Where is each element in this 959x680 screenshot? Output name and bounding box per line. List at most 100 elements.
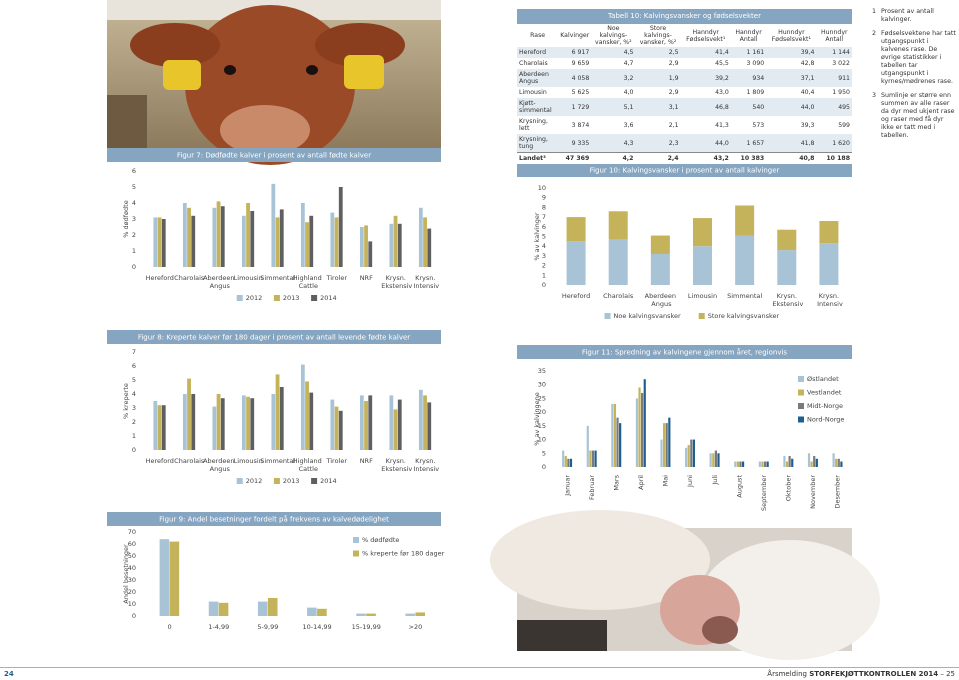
bar (159, 539, 170, 616)
table-cell: 573 (752, 121, 765, 129)
bar (717, 453, 720, 467)
bar (423, 217, 427, 267)
y-tick-label: 0 (542, 281, 546, 289)
bar (182, 203, 187, 267)
chart-title: Figur 8: Kreperte kalver før 180 dager i… (138, 334, 410, 342)
x-tick-label: Krysn. Intensiv (411, 457, 439, 473)
chart-title: Figur 11: Spredning av kalvingene gjenno… (582, 348, 787, 357)
legend-swatch (798, 389, 804, 396)
bar (218, 602, 229, 616)
table-cell: 4,7 (623, 60, 634, 67)
y-axis-label: % av kalvinger (533, 212, 541, 260)
legend-swatch (353, 537, 359, 543)
column-header: Hunndyr Fødselsvekt¹ (771, 28, 811, 43)
bar (616, 417, 619, 467)
table-row: Charolais 9 659 4,7 2,9 45,5 3 090 42,8 3 022 (517, 58, 852, 69)
bar (736, 461, 739, 467)
bar-segment (566, 217, 586, 242)
table-cell: 47 369 (565, 155, 590, 162)
x-tick-label: 1-4,99 (208, 623, 229, 631)
table-cell: 4,5 (623, 49, 634, 56)
y-axis-label: % av kalvingene (533, 392, 541, 446)
table-row: Aberdeen Angus 4 058 3,2 1,9 39,2 934 37,1 911 (517, 69, 852, 87)
bar-segment (608, 211, 628, 240)
table-cell: 4,0 (623, 89, 634, 96)
page-number: – 25 (940, 670, 955, 678)
y-tick-label: 5 (132, 376, 136, 384)
bar (611, 403, 614, 467)
x-tick-label: Februar (588, 475, 596, 500)
x-tick-label: Hereford (146, 457, 174, 465)
y-tick-label: 4 (542, 242, 546, 250)
bar (364, 225, 368, 267)
legend-swatch (273, 478, 280, 484)
table-cell: 2,1 (668, 121, 679, 129)
bar (690, 439, 693, 467)
legend-label: Vestlandet (807, 389, 842, 397)
table-cell: 1 161 (746, 49, 765, 56)
bar (212, 406, 217, 450)
footnote-number: 3 (872, 92, 877, 99)
y-tick-label: 2 (132, 231, 136, 239)
bar (393, 409, 398, 450)
bar (271, 183, 276, 267)
table-cell: 1 657 (746, 139, 765, 147)
bar (220, 398, 225, 450)
bar (739, 461, 742, 467)
y-tick-label: 3 (132, 215, 136, 223)
bar (712, 453, 715, 467)
y-tick-label: 60 (128, 540, 136, 548)
table: Tabell 10: Kalvingsvansker og fødselsvek… (517, 9, 852, 164)
table-cell: 1 144 (832, 49, 850, 56)
bar (835, 458, 838, 467)
legend-label: Nord-Norge (807, 416, 844, 424)
bar (157, 405, 162, 450)
column-header: Hanndyr Antall (735, 28, 762, 43)
bar (763, 461, 767, 467)
table-cell: 2,9 (668, 60, 679, 67)
x-tick-label: >20 (409, 623, 423, 631)
y-axis-label: % dødfødte (122, 200, 130, 237)
table-cell: 41,3 (715, 121, 729, 129)
chart-title: Figur 10: Kalvingsvansker i prosent av a… (590, 167, 780, 175)
legend-label: Store kalvingsvansker (708, 312, 780, 320)
x-tick-label: Krysn. Ekstensiv (379, 457, 412, 473)
table-cell: 4 058 (571, 74, 590, 82)
bar (153, 401, 158, 450)
x-tick-label: Tiroler (325, 274, 347, 282)
bar (275, 374, 280, 450)
legend-label: Midt-Norge (807, 402, 843, 410)
y-tick-label: 5 (542, 233, 546, 241)
title-bar (107, 330, 441, 344)
x-tick-label: Limousin (688, 292, 717, 300)
y-tick-label: 6 (132, 167, 136, 175)
y-tick-label: 0 (132, 612, 136, 620)
bar (397, 223, 402, 267)
footnote-number: 2 (872, 30, 877, 37)
table-cell: 4,3 (623, 139, 634, 147)
y-tick-label: 50 (128, 552, 136, 560)
bar (212, 207, 217, 267)
bar (364, 401, 368, 450)
table-cell: 540 (752, 103, 765, 111)
table-cell: 3 022 (832, 60, 850, 67)
y-tick-label: 0 (132, 446, 136, 454)
y-tick-label: 9 (542, 194, 546, 202)
bar (815, 458, 818, 467)
legend-label: Østlandet (807, 375, 839, 383)
bar (389, 223, 394, 267)
bar (594, 450, 597, 467)
title-bar (517, 345, 852, 359)
y-tick-label: 1 (132, 432, 136, 440)
x-tick-label: Simmental (260, 457, 295, 465)
bar (638, 387, 641, 467)
bar (427, 228, 432, 267)
bar (687, 445, 690, 467)
y-axis-label: % kreperte (122, 383, 130, 419)
y-tick-label: 6 (542, 223, 546, 231)
table-cell: 5 625 (571, 89, 590, 96)
bar (330, 399, 335, 450)
bar (635, 398, 639, 467)
title-bar (107, 148, 441, 162)
y-tick-label: 2 (542, 262, 546, 270)
